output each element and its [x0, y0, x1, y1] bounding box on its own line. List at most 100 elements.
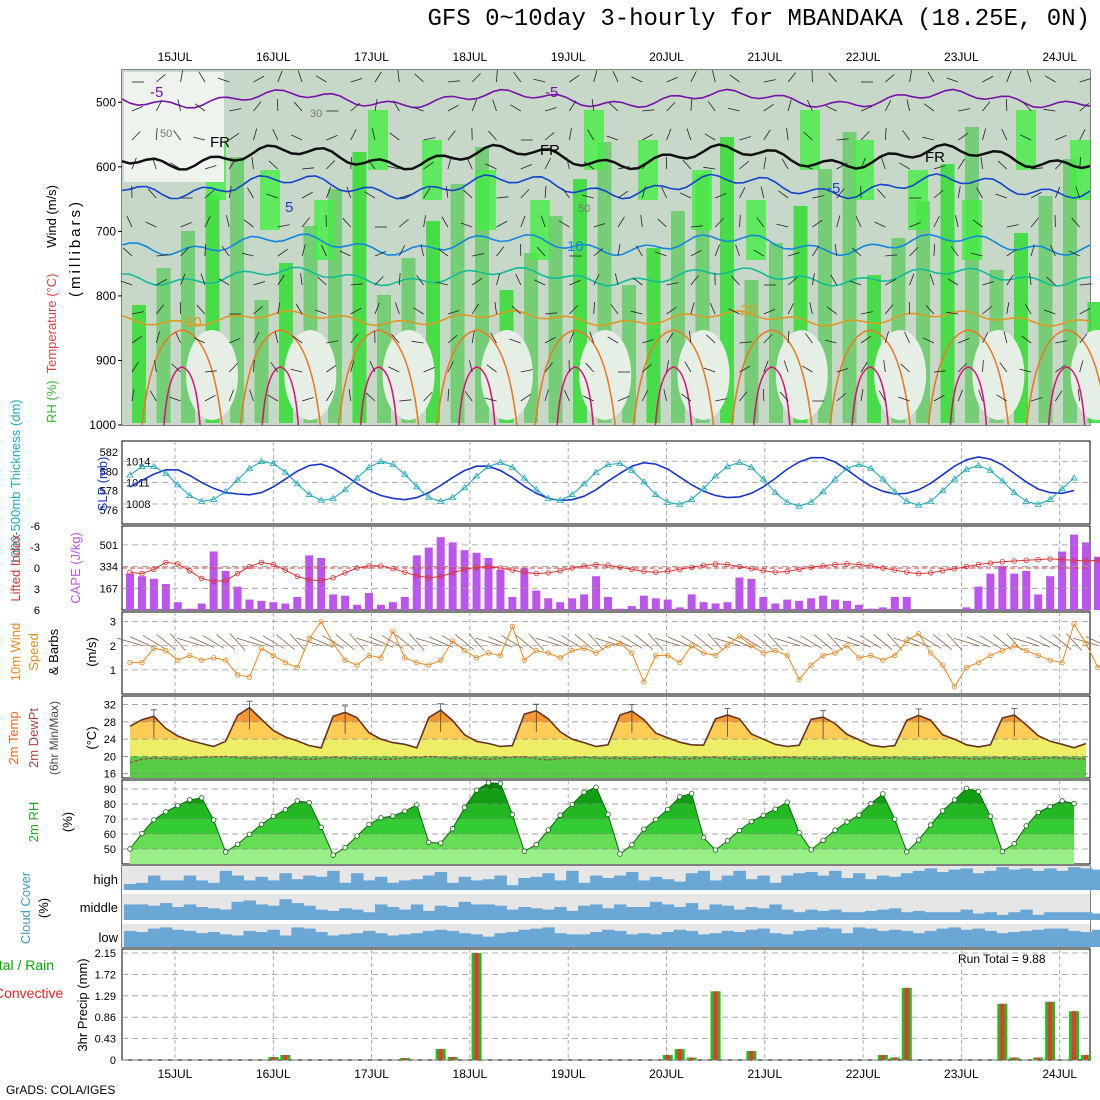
cloud-bar-low: [637, 933, 651, 947]
date-label-top: 16JUL: [256, 50, 291, 64]
wind-speed-line-point: [282, 659, 289, 666]
wind-barb: [515, 273, 522, 286]
wind-barb-10m: [1066, 633, 1082, 651]
wind-barb: [1030, 217, 1039, 228]
cloud-bar-low: [1056, 928, 1069, 947]
wind-barb-10m: [528, 633, 545, 651]
thickness-line-point: [771, 488, 780, 496]
cloud-bar-low: [422, 930, 436, 947]
rh-line-point: [509, 811, 516, 818]
cloud-bar-middle: [924, 912, 938, 920]
wind-barb-10m: [202, 635, 225, 649]
date-label-top: 18JUL: [453, 50, 488, 64]
wind-barb: [326, 160, 336, 170]
rh-line-point: [187, 797, 193, 803]
li-axis-label: Lifted Index: [8, 534, 23, 602]
cloud-bar-middle: [1008, 912, 1021, 920]
wind-barb: [1046, 276, 1056, 286]
cloud-bar-middle: [327, 910, 340, 920]
wind-barb: [218, 278, 230, 286]
wind-barb: [544, 336, 556, 344]
cloud-bar-middle: [864, 910, 878, 920]
temperature-contour-warm: [829, 329, 911, 426]
wind-barb: [441, 216, 449, 228]
wind-barb-10m: [707, 633, 724, 651]
wind-barb: [447, 310, 460, 315]
wind-barb: [145, 221, 157, 228]
wind-barb: [241, 252, 254, 257]
cape-bar: [197, 603, 206, 610]
rh-line-point: [629, 842, 635, 848]
wind-barb: [783, 360, 789, 373]
cloud-bar-low: [1091, 929, 1100, 947]
cloud-level-label: high: [93, 872, 118, 887]
rh-line-point: [999, 848, 1006, 855]
lifted-index-line-point: [1035, 556, 1041, 563]
rh-band: [130, 834, 1075, 849]
lifted-index-line-point: [545, 570, 551, 576]
wind-barb: [253, 281, 266, 286]
lifted-index-line-point: [318, 577, 324, 584]
slp-axis-label: SLP (mb): [95, 457, 110, 512]
cloud-bar-high: [733, 870, 746, 890]
wind-barb: [492, 99, 497, 112]
wind-barb: [898, 396, 910, 402]
thickness-line-point: [448, 493, 457, 500]
wind-barb-10m: [753, 634, 773, 650]
lifted-index-line-point: [641, 568, 647, 575]
rh-moist-patch: [962, 200, 982, 260]
rh-dry-pocket: [124, 72, 224, 182]
wind-barb: [569, 305, 579, 315]
lifted-index-line-point: [581, 563, 587, 569]
rh-line-point: [677, 794, 683, 800]
wind-barb: [684, 361, 692, 373]
wind-barb-10m: [1085, 636, 1100, 644]
wind-barb: [520, 369, 533, 373]
thickness-line: [129, 461, 1075, 507]
temperature-contour-hot: [163, 366, 201, 426]
wind-barb: [389, 132, 400, 141]
wind-barb: [1006, 248, 1017, 257]
cloud-bar-high: [1044, 868, 1057, 890]
cape-bar: [890, 597, 899, 610]
wind-speed-line-point: [258, 645, 265, 651]
wind-barb-10m: [846, 636, 872, 648]
wind-barb: [131, 335, 143, 344]
cloud-bar-low: [195, 933, 209, 947]
wind-barb: [464, 391, 473, 402]
rh-dry-pocket: [579, 330, 632, 420]
wind-barb: [809, 302, 813, 315]
wind-barb: [906, 99, 910, 112]
rh-moist-patch: [368, 110, 388, 170]
wind-barb: [760, 186, 765, 199]
rh-moist-column: [156, 268, 171, 423]
thickness-line-point: [281, 468, 290, 475]
wind-barb: [131, 389, 135, 402]
wind-barb: [1006, 70, 1012, 83]
cloud-bar-middle: [876, 909, 890, 920]
wind-barb: [1079, 333, 1088, 344]
wind-barb: [899, 162, 910, 170]
wind-barb: [739, 187, 746, 199]
dewpoint-line: [129, 755, 1087, 764]
thickness-tick-label: 582: [100, 447, 118, 459]
rh-moist-column: [352, 152, 367, 423]
wind-barb: [520, 215, 526, 228]
wind-barb: [350, 333, 359, 344]
wind-barb-10m: [953, 637, 980, 647]
rh-line-point: [282, 807, 289, 813]
wind-barb: [155, 128, 158, 141]
wind-barb: [1079, 283, 1092, 286]
cloud-bar-middle: [1044, 912, 1057, 920]
run-total-label: Run Total = 9.88: [958, 952, 1046, 966]
wind-barb: [251, 157, 254, 170]
axis-label: Temperature (°C): [44, 274, 59, 374]
wind-barb: [365, 392, 376, 402]
rh-line-point: [760, 812, 767, 818]
wind-barb: [277, 248, 288, 257]
wind-barb: [321, 244, 327, 257]
wind-barb: [253, 332, 260, 344]
wind-barb: [350, 360, 355, 373]
thickness-line-point: [687, 495, 696, 502]
wind-barb-10m: [428, 636, 453, 648]
